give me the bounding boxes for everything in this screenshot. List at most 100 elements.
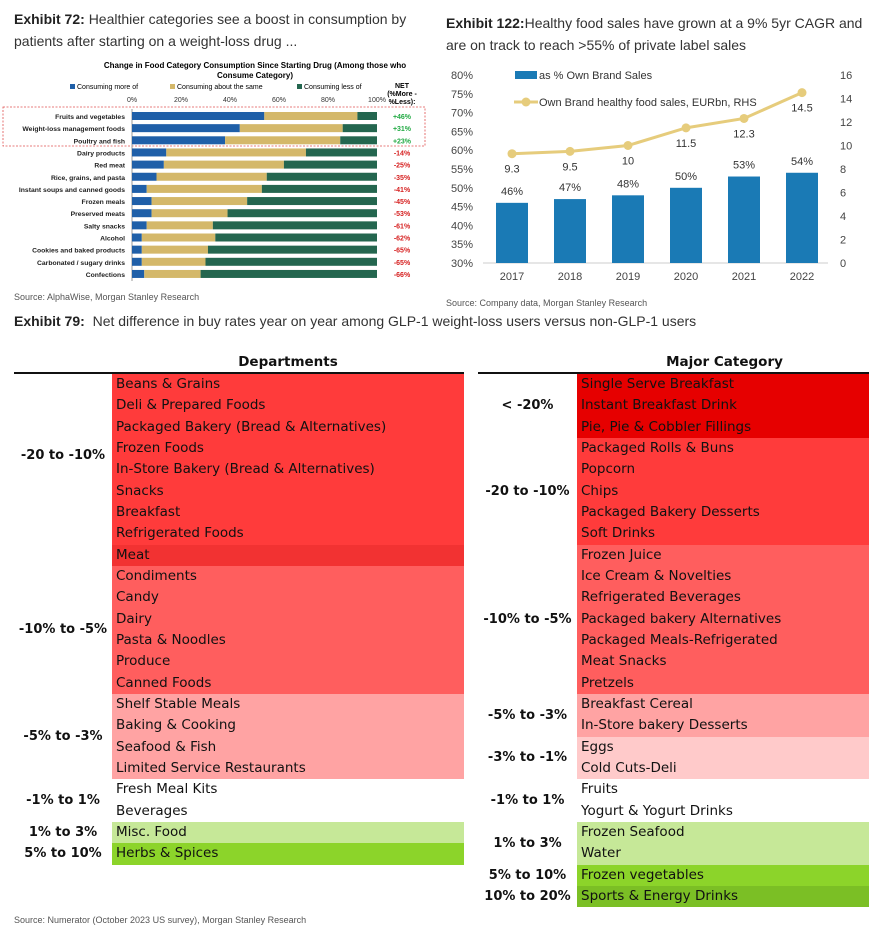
category-item: Condiments (116, 567, 197, 584)
exhibit-79-label: Exhibit 79: (14, 313, 85, 329)
category-item: Misc. Food (116, 823, 187, 840)
category-list: Packaged Rolls & Buns Popcorn Chips Package… (577, 437, 869, 545)
category-item: Sports & Energy Drinks (581, 887, 739, 904)
category-item: Pie, Pie & Cobbler Fillings (581, 418, 752, 435)
exhibit-72-label: Exhibit 72: (14, 11, 85, 27)
range-group: -10% to -5% Frozen Juice Ice Cream & Novel… (478, 544, 869, 694)
bar-segment (205, 257, 377, 266)
right-y-tick: 2 (840, 235, 846, 247)
category-item: Packaged Rolls & Buns (581, 439, 734, 456)
net-value: -25% (394, 163, 411, 170)
range-group: 5% to 10% Frozen vegetables (478, 864, 869, 886)
departments-rule (14, 372, 464, 374)
category-item: Instant Breakfast Drink (581, 397, 737, 414)
bar-segment (261, 184, 377, 193)
range-group: < -20% Single Serve Breakfast Instant Brea… (478, 374, 869, 438)
right-y-tick: 12 (840, 117, 852, 129)
line-series (511, 91, 803, 156)
line-point (681, 123, 691, 133)
category-list: Fresh Meal Kits Beverages (112, 779, 464, 822)
category-item: Frozen Juice (581, 546, 662, 563)
range-group: Meat (14, 544, 464, 566)
category-item: Deli & Prepared Foods (116, 397, 266, 414)
category-item: Yogurt & Yogurt Drinks (581, 802, 733, 819)
category-item: Seafood & Fish (116, 738, 217, 755)
category-item: Chips (581, 482, 619, 499)
bar-segment (357, 112, 377, 120)
x-tick-label: 2017 (500, 271, 524, 283)
chart-title-line1: Change in Food Category Consumption Sinc… (104, 61, 406, 70)
range-label: -20 to -10% (20, 447, 106, 463)
category-item: Snacks (116, 482, 164, 499)
exhibit-79-title-text: Net difference in buy rates year on year… (92, 313, 697, 329)
right-y-tick: 10 (840, 141, 852, 153)
bar-data-label: 53% (733, 160, 755, 172)
category-item: Beverages (116, 802, 188, 819)
line-data-label: 9.3 (504, 164, 519, 176)
exhibit-79-title: Exhibit 79: Net difference in buy rates … (14, 310, 869, 332)
category-list: Beans & Grains Deli & Prepared Foods Packa… (112, 374, 464, 438)
bar (786, 172, 818, 263)
x-tick-label: 2018 (558, 271, 582, 283)
net-value: -66% (394, 272, 411, 279)
range-label: -10% to -5% (18, 622, 108, 638)
category-item: Fresh Meal Kits (116, 781, 218, 798)
chart-title: Change in Food Category Consumption Sinc… (104, 61, 406, 80)
bar-segment (132, 269, 145, 278)
bar-segment (146, 221, 213, 230)
range-label: -3% to -1% (487, 750, 568, 766)
range-group: -3% to -1% Eggs Cold Cuts-Deli (478, 736, 869, 780)
left-y-tick: 75% (451, 89, 473, 101)
category-list: Frozen Juice Ice Cream & Novelties Refrige… (577, 544, 869, 694)
bar-data-label: 48% (617, 178, 639, 190)
line-data-label: 11.5 (676, 138, 697, 150)
range-label: -10% to -5% (483, 611, 572, 627)
category-label: Salty snacks (84, 223, 125, 230)
range-group: -1% to 1% Fresh Meal Kits Beverages (14, 779, 464, 822)
range-label (14, 545, 112, 566)
exhibit-122-title: Exhibit 122:Healthy food sales have grow… (446, 12, 866, 56)
category-item: Refrigerated Beverages (581, 589, 741, 606)
category-item: Frozen vegetables (581, 866, 704, 883)
category-item: Herbs & Spices (116, 845, 219, 862)
bar-segment (163, 160, 284, 169)
category-item: Frozen Foods (116, 439, 204, 456)
category-item: In-Store bakery Desserts (581, 717, 748, 734)
line-point (507, 149, 517, 159)
category-item: Meat (116, 546, 150, 563)
bar-segment (132, 245, 142, 254)
right-y-tick: 8 (840, 164, 846, 176)
bar-segment (342, 124, 377, 133)
category-item: Packaged Bakery Desserts (581, 503, 760, 520)
bar-segment (156, 172, 267, 181)
left-y-tick: 70% (451, 108, 473, 120)
line-point (565, 146, 575, 156)
category-item: Popcorn (581, 461, 636, 478)
category-list: Herbs & Spices (112, 843, 464, 865)
category-item: Ice Cream & Novelties (581, 567, 732, 584)
bar-segment (305, 148, 377, 157)
range-label (14, 374, 112, 438)
right-y-tick: 16 (840, 70, 852, 82)
category-list: Breakfast Cereal In-Store bakery Desserts (577, 693, 869, 737)
healthy-food-sales-chart: 30% 35% 40% 45% 50% 55% 60% 65% 70% 75% 80% 0 2 4 6 8 10… (451, 70, 852, 283)
bar (496, 202, 528, 263)
bar-segment (215, 233, 377, 242)
bar-data-label: 50% (675, 171, 697, 183)
left-y-tick: 60% (451, 145, 473, 157)
line-data-label: 12.3 (733, 128, 754, 140)
left-y-tick: 65% (451, 126, 473, 138)
range-group: Beans & Grains Deli & Prepared Foods Packa… (14, 374, 464, 438)
category-item: Dairy (116, 610, 152, 627)
consumption-change-chart: Change in Food Category Consumption Sinc… (2, 61, 426, 281)
category-item: In-Store Bakery (Bread & Alternatives) (116, 461, 375, 478)
legend-label: Consuming about the same (177, 84, 263, 91)
category-item: Pretzels (581, 674, 634, 691)
bar-segment (132, 148, 167, 157)
category-label: Instant soups and canned goods (19, 187, 125, 194)
legend-line-marker (521, 97, 531, 107)
category-item: Packaged bakery Alternatives (581, 610, 782, 627)
line-point (739, 113, 749, 123)
category-item: Candy (116, 589, 159, 606)
category-item: Soft Drinks (581, 525, 656, 542)
